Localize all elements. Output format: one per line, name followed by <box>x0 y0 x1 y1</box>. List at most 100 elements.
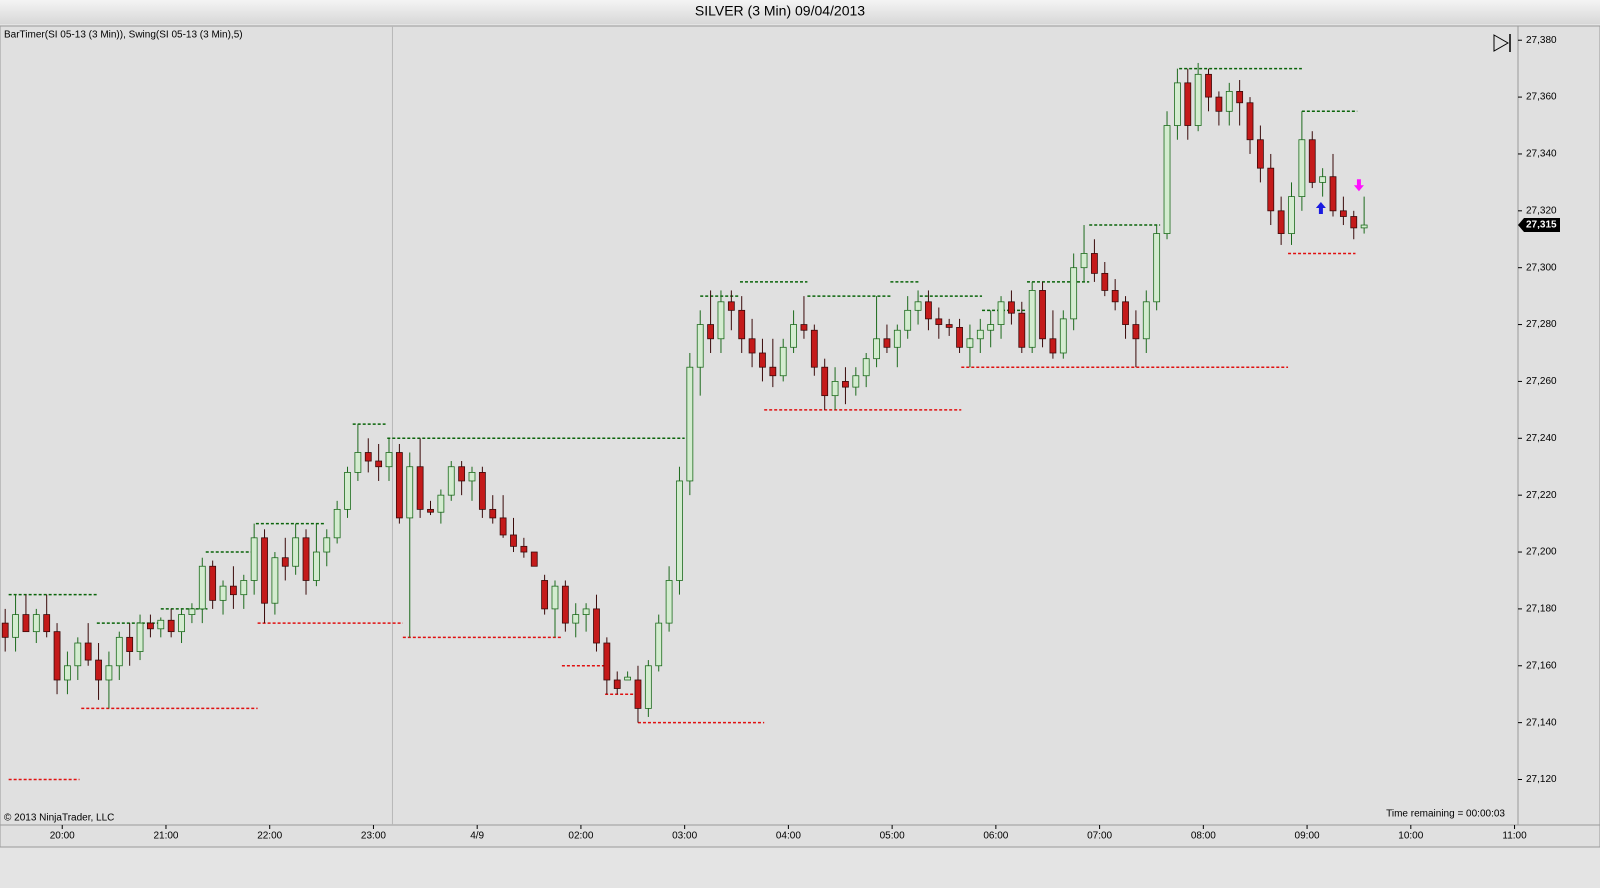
candle-body <box>74 642 82 667</box>
candle-body <box>1163 125 1171 234</box>
candle-body <box>1277 210 1285 234</box>
candle <box>541 574 549 615</box>
candle <box>1298 111 1306 211</box>
candle <box>22 594 30 633</box>
y-tick-label: 27,320 <box>1526 205 1557 216</box>
candle-body <box>1350 216 1358 229</box>
candle-body <box>1339 210 1347 217</box>
candle <box>43 594 51 638</box>
candle-body <box>416 466 424 510</box>
y-tick-label: 27,360 <box>1526 92 1557 103</box>
candle-body <box>634 679 642 709</box>
x-tick-label: 09:00 <box>1295 831 1320 842</box>
candle <box>95 643 102 700</box>
candle-body <box>1184 82 1192 126</box>
candle-body <box>852 375 860 388</box>
candle-body <box>230 585 237 596</box>
candle <box>416 438 424 518</box>
candle <box>188 603 196 624</box>
candle <box>655 614 663 672</box>
candle-body <box>873 338 880 360</box>
y-tick-label: 27,280 <box>1526 319 1557 330</box>
candle <box>1059 310 1067 359</box>
x-tick-label: 11:00 <box>1502 831 1527 842</box>
candle-body <box>375 460 383 468</box>
price-axis <box>1517 25 1600 826</box>
candle <box>147 614 154 638</box>
candle <box>561 580 569 632</box>
candle <box>84 623 92 666</box>
candle <box>1101 262 1109 297</box>
candle <box>333 500 341 544</box>
x-tick-label: 07:00 <box>1087 831 1112 842</box>
candle <box>1091 239 1098 282</box>
y-tick-label: 27,180 <box>1526 604 1557 615</box>
candle-body <box>478 472 486 510</box>
candle <box>987 310 995 348</box>
candle <box>1308 131 1316 189</box>
candle <box>1350 210 1358 240</box>
candle <box>219 580 227 615</box>
candle-body <box>696 324 704 368</box>
y-tick-label: 27,160 <box>1526 660 1557 671</box>
candle-body <box>997 301 1005 325</box>
candle <box>520 537 528 558</box>
candle-body <box>354 452 362 473</box>
x-tick-label: 08:00 <box>1191 831 1216 842</box>
last-price-marker <box>1518 218 1560 233</box>
candle-body <box>779 346 787 377</box>
candle-body <box>1122 301 1129 325</box>
candle-body <box>1246 102 1254 141</box>
candle <box>1080 225 1088 282</box>
candle <box>53 623 61 695</box>
candle <box>364 438 372 473</box>
x-tick-label: 10:00 <box>1398 831 1423 842</box>
candle-body <box>1329 176 1337 212</box>
candle-body <box>458 466 466 482</box>
candle-body <box>686 366 694 482</box>
candle-body <box>219 585 227 601</box>
indicator-label: BarTimer(SI 05-13 (3 Min)), Swing(SI 05-… <box>4 30 243 41</box>
candle <box>665 566 673 632</box>
candle <box>1 608 9 652</box>
candle <box>1236 80 1244 126</box>
candle-body <box>1091 253 1098 274</box>
candle <box>12 594 19 652</box>
candle <box>997 296 1005 339</box>
candle <box>375 443 383 481</box>
candle <box>136 614 144 661</box>
candle-body <box>1256 139 1264 169</box>
candle <box>842 367 849 405</box>
candle-body <box>1059 318 1067 354</box>
scroll-end-icon[interactable] <box>1493 34 1511 52</box>
candle-body <box>1174 82 1181 126</box>
candle-body <box>1319 176 1327 183</box>
candle-body <box>842 381 849 388</box>
candle <box>385 438 393 481</box>
candle-body <box>499 517 507 536</box>
candle-body <box>717 301 725 340</box>
candle-body <box>468 472 476 482</box>
candle-body <box>1236 90 1244 104</box>
candle-body <box>1153 233 1161 303</box>
candle <box>676 466 683 595</box>
candle-body <box>945 324 953 328</box>
candle <box>738 296 746 353</box>
y-tick-label: 27,140 <box>1526 717 1557 728</box>
candle-body <box>1298 139 1306 198</box>
candle <box>976 318 984 353</box>
candle <box>593 594 600 652</box>
candle-body <box>821 366 829 397</box>
candle <box>821 358 829 410</box>
candle <box>1246 97 1254 154</box>
title-bar <box>0 0 1600 24</box>
candle-body <box>748 338 756 354</box>
candle <box>862 352 870 388</box>
candle-body <box>198 565 206 610</box>
candle <box>437 489 445 524</box>
candle <box>551 580 559 638</box>
candle <box>707 290 714 353</box>
candle-body <box>437 494 445 513</box>
candle-body <box>613 679 621 689</box>
candle <box>603 637 611 695</box>
